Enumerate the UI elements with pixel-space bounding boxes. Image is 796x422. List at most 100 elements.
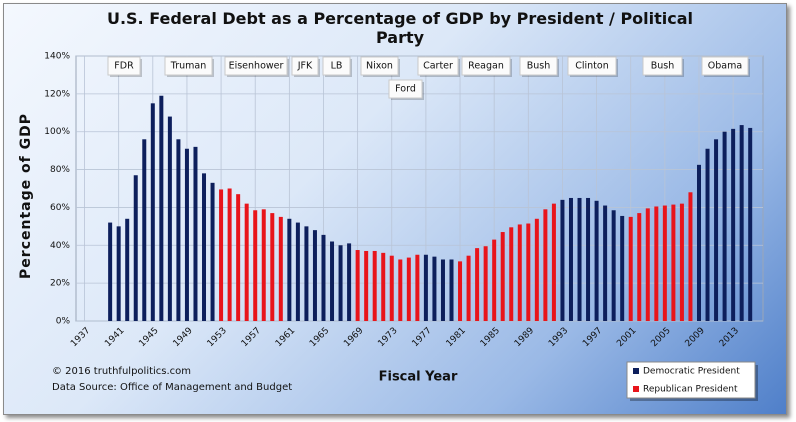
bar [432, 256, 437, 321]
bar [620, 215, 625, 321]
annotation: Obama [708, 61, 742, 72]
bar [167, 116, 172, 321]
bar [210, 182, 215, 321]
bar [304, 226, 309, 321]
bar [492, 239, 497, 321]
bar [338, 245, 343, 321]
bar [671, 204, 676, 321]
annotation-box [701, 56, 749, 76]
x-tick-label: 1977 [411, 326, 434, 349]
annotation-box [417, 56, 459, 76]
bar [526, 223, 531, 321]
legend-swatch [633, 368, 639, 374]
bar [645, 208, 650, 321]
bar [483, 246, 488, 321]
bar [219, 189, 224, 321]
bar [611, 210, 616, 321]
bar [321, 234, 326, 321]
annotation-box [388, 79, 423, 99]
footer-copyright: © 2016 truthfulpolitics.com [52, 366, 191, 377]
bar [330, 241, 335, 321]
y-tick-label: 80% [50, 165, 70, 175]
bar [355, 250, 360, 321]
x-tick-label: 1985 [479, 326, 502, 349]
bar [193, 146, 198, 321]
bar [244, 203, 249, 321]
footer-source: Data Source: Office of Management and Bu… [52, 382, 292, 393]
bar [176, 139, 181, 321]
bar [261, 209, 266, 321]
bar [202, 173, 207, 321]
bar [150, 103, 155, 321]
x-tick-label: 1953 [206, 326, 229, 349]
annotation-box [107, 56, 141, 76]
bar [227, 188, 232, 321]
legend-box [626, 361, 756, 399]
x-tick-label: 1965 [308, 326, 331, 349]
bar [688, 192, 693, 321]
bar [705, 148, 710, 321]
bar [722, 131, 727, 321]
bar [398, 259, 403, 321]
annotation-box [519, 56, 558, 76]
x-tick-label: 1949 [172, 326, 195, 349]
annotation: Carter [423, 61, 453, 72]
bar [270, 213, 275, 321]
bar [679, 203, 684, 321]
bar [628, 216, 633, 321]
bar [253, 210, 258, 321]
bar [125, 218, 130, 321]
y-tick-label: 140% [44, 52, 70, 62]
legend-swatch [633, 386, 639, 392]
bar [389, 255, 394, 321]
bar [594, 200, 599, 321]
bar [133, 175, 138, 321]
x-tick-label: 1989 [513, 326, 536, 349]
bar [108, 222, 113, 321]
bar [543, 209, 548, 321]
bar [466, 255, 471, 321]
x-tick-label: 1997 [581, 326, 604, 349]
annotation: JFK [297, 61, 313, 72]
bar [748, 127, 753, 321]
y-tick-label: 60% [50, 203, 70, 213]
annotation: Bush [651, 61, 675, 72]
bar [714, 139, 719, 321]
bar [637, 213, 642, 321]
x-axis-label: Fiscal Year [379, 370, 458, 385]
bar [696, 164, 701, 321]
annotation: LB [331, 61, 343, 72]
bar [381, 252, 386, 321]
annotation-box [567, 56, 617, 76]
bar [295, 222, 300, 321]
bar [475, 248, 480, 321]
x-tick-label: 1973 [376, 326, 399, 349]
x-tick-label: 1993 [547, 326, 570, 349]
bar [116, 226, 121, 321]
y-axis-label: Percentage of GDP [18, 113, 34, 279]
x-tick-label: 1961 [274, 326, 297, 349]
legend-label: Republican President [643, 385, 738, 395]
bar [372, 250, 377, 321]
x-tick-label: 1981 [445, 326, 468, 349]
bar [586, 197, 591, 321]
x-tick-label: 2005 [649, 326, 672, 349]
annotation: Truman [170, 61, 206, 72]
chart-title: U.S. Federal Debt as a Percentage of GDP… [106, 9, 694, 47]
legend-label: Democratic President [643, 367, 740, 377]
annotation-box [642, 56, 683, 76]
annotation: Bush [527, 61, 551, 72]
y-tick-label: 20% [50, 279, 70, 289]
bar [458, 261, 463, 321]
bar [236, 194, 241, 321]
bar [364, 250, 369, 321]
x-tick-label: 2013 [718, 326, 741, 349]
bar [551, 203, 556, 321]
x-tick-label: 1957 [240, 326, 263, 349]
annotation: Nixon [366, 61, 393, 72]
y-tick-label: 120% [44, 89, 70, 99]
x-tick-label: 2001 [615, 326, 638, 349]
annotation-box [461, 56, 511, 76]
bar [731, 128, 736, 321]
annotation-box [224, 56, 288, 76]
